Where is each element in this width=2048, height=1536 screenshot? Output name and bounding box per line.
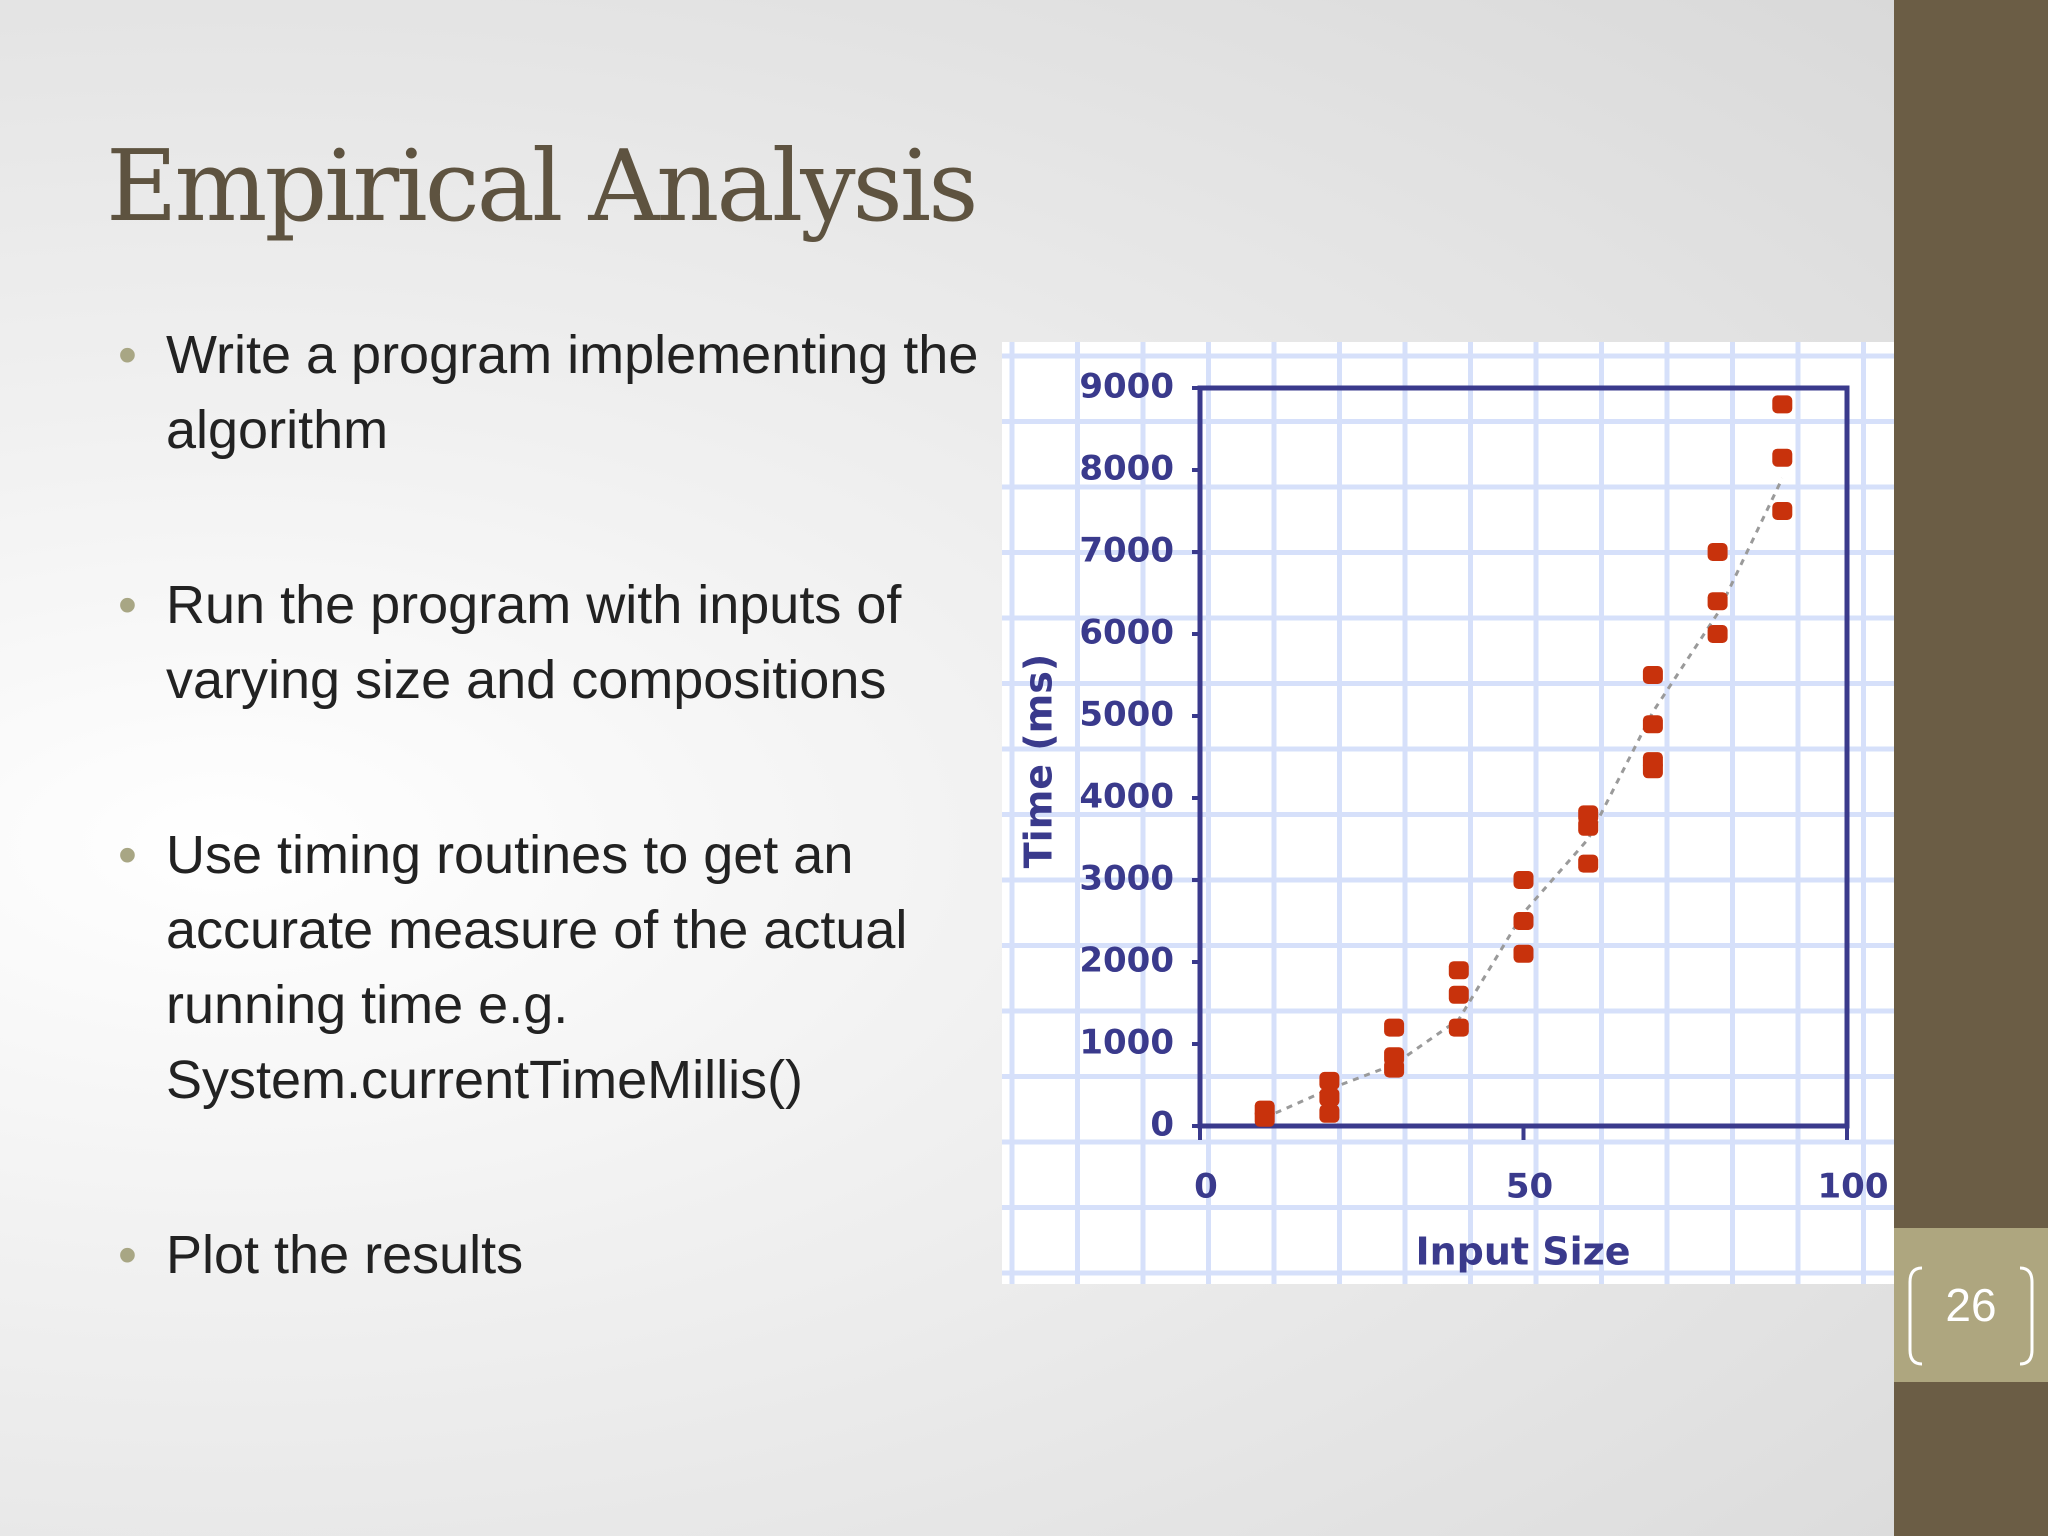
slide-title: Empirical Analysis bbox=[106, 130, 978, 244]
y-tick-label: 2000 bbox=[1079, 941, 1174, 981]
data-point bbox=[1707, 592, 1728, 611]
data-point bbox=[1319, 1071, 1340, 1090]
data-point bbox=[1772, 502, 1793, 520]
data-point bbox=[1448, 985, 1469, 1004]
y-tick-label: 4000 bbox=[1079, 777, 1174, 817]
data-point bbox=[1319, 1104, 1340, 1123]
bullet: Run the program with inputs of varying s… bbox=[118, 568, 986, 718]
bullet: Write a program implementing the algorit… bbox=[118, 318, 986, 468]
y-tick-label: 3000 bbox=[1079, 859, 1174, 899]
data-point bbox=[1707, 625, 1728, 643]
data-point bbox=[1384, 1059, 1405, 1078]
data-point bbox=[1772, 395, 1793, 414]
y-tick-label: 9000 bbox=[1079, 367, 1174, 407]
trend-line bbox=[1264, 477, 1784, 1120]
bullet: Use timing routines to get an accurate m… bbox=[118, 818, 986, 1118]
number-brackets bbox=[1908, 1266, 2034, 1366]
data-point bbox=[1448, 961, 1469, 980]
y-tick-label: 0 bbox=[1150, 1105, 1174, 1145]
data-point bbox=[1642, 715, 1663, 734]
x-axis-label: Input Size bbox=[1415, 1230, 1630, 1274]
data-point bbox=[1642, 666, 1663, 684]
bullet: Plot the results bbox=[118, 1218, 986, 1293]
bullet-list: Write a program implementing the algorit… bbox=[118, 318, 986, 1393]
data-point bbox=[1513, 871, 1534, 889]
y-axis-label: Time (ms) bbox=[1017, 654, 1061, 869]
data-point bbox=[1513, 944, 1534, 963]
slide-number: 26 bbox=[1945, 1279, 1997, 1331]
y-tick-label: 1000 bbox=[1079, 1023, 1174, 1063]
data-point bbox=[1513, 912, 1534, 930]
y-tick-label: 8000 bbox=[1079, 449, 1174, 489]
data-point bbox=[1448, 1018, 1469, 1037]
y-tick-label: 7000 bbox=[1079, 531, 1174, 571]
data-point bbox=[1707, 543, 1728, 561]
data-point bbox=[1319, 1088, 1340, 1107]
x-tick-label: 50 bbox=[1506, 1167, 1553, 1207]
y-tick-label: 6000 bbox=[1079, 613, 1174, 653]
data-point bbox=[1642, 760, 1663, 779]
y-tick-label: 5000 bbox=[1079, 695, 1174, 735]
data-point bbox=[1578, 854, 1599, 873]
data-point bbox=[1254, 1108, 1275, 1127]
data-point bbox=[1772, 448, 1793, 467]
data-point bbox=[1578, 817, 1599, 836]
slide-number-box bbox=[1894, 1228, 2048, 1382]
x-tick-label: 100 bbox=[1818, 1167, 1889, 1207]
data-point bbox=[1384, 1018, 1405, 1037]
x-tick-label: 0 bbox=[1194, 1167, 1218, 1207]
